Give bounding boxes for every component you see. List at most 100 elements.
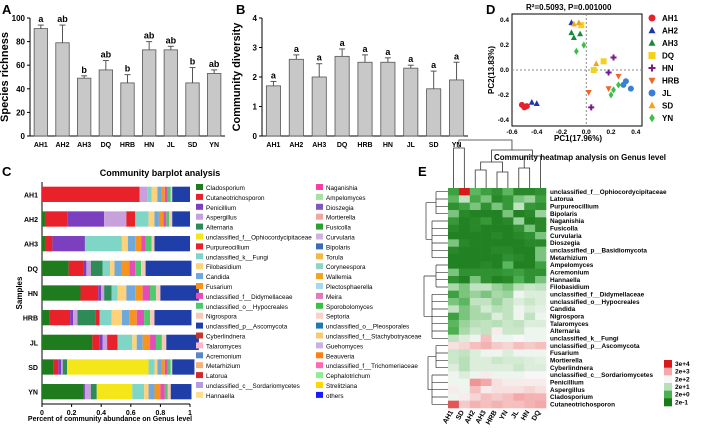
heatmap-cell [448,239,460,247]
heatmap-cell [458,232,471,240]
legend-label: unclassified_f__Trichomeriaceae [326,363,418,370]
x-tick-label: 0.4 [96,410,106,417]
panel-d-xlabel: PC1(17.96%) [554,134,602,143]
stack-segment [42,384,84,400]
x-tick-label: -0.6 [506,129,518,136]
legend-label: Sporobolomyces [326,304,373,311]
stack-segment [142,334,151,350]
legend-label: unclassified_p__Ascomycota [206,324,288,331]
heatmap-cell [480,349,492,357]
heatmap-cell [535,232,547,240]
scatter-point [533,100,540,106]
legend-label: Metarhizium [206,363,240,370]
heatmap-cell [535,320,547,328]
stack-segment [142,285,151,301]
heatmap-cell [469,305,481,313]
x-tick-label: HRB [120,142,135,149]
legend-marker [648,64,656,72]
bar [449,79,465,137]
stack-segment [141,260,146,276]
legend-label: Naganishia [326,185,358,192]
stack-segment [42,359,54,375]
x-tick-label: JL [167,142,176,149]
heatmap-cell [502,342,514,350]
legend-label: Strelitziana [326,383,358,390]
heatmap-cell [491,298,503,306]
legend-label: Alternaria [206,225,233,232]
heatmap-cell [535,195,547,203]
sample-label: YN [28,390,38,397]
heatmap-cell [480,290,492,299]
scatter-point [600,58,607,65]
heatmap-cell [469,364,481,372]
stack-segment [92,334,100,350]
heatmap-cell [502,393,514,401]
scatter-point [593,60,600,67]
bar [142,49,157,137]
heatmap-cell [458,254,471,262]
legend-swatch [196,184,203,190]
heatmap-cell [513,268,525,277]
legend-label: Candida [206,274,230,281]
heatmap-cell [502,386,514,394]
heatmap-cell [480,400,492,409]
panel-d-pcoa-scatter: R²=0.5093, P=0.001000 PC1(17.96%) PC2(13… [487,3,680,143]
legend-label: AH1 [662,14,679,23]
heatmap-cell [448,268,460,277]
stack-segment [83,384,85,400]
column-label: YN [499,410,510,422]
stack-segment [151,186,158,202]
sample-label: AH2 [24,217,38,224]
row-dendrogram [423,191,448,405]
panel-label-d: D [486,2,495,17]
panel-a-bar-chart: Species richness 0 20 40 60 80 100 a AH1 ab AH2 b A… [0,14,225,149]
heatmap-cell [448,210,460,218]
heatmap-cell [491,320,503,328]
x-tick-label: 0.2 [67,410,77,417]
stack-segment [144,310,151,326]
heatmap-cell [524,320,536,328]
scatter-point [588,104,595,111]
sample-label: JL [30,340,39,347]
heatmap-cell [513,298,525,306]
heatmap-cell [524,290,536,299]
scatter-point [605,69,612,76]
legend-swatch [196,193,203,200]
x-tick-label: 0 [40,410,44,417]
legend-label: AH2 [662,27,679,36]
heatmap-cell [524,349,536,357]
stack-segment [144,384,149,400]
legend-label: Latorua [206,373,228,380]
legend-swatch [316,352,323,359]
column-label: HRB [485,410,499,427]
stack-segment [150,334,156,350]
heatmap-cell [535,349,547,357]
heatmap-cell [524,400,536,409]
legend-swatch [196,292,203,299]
scatter-point [581,41,587,49]
heatmap-cell [491,356,503,365]
column-label: SD [455,410,466,422]
legend-label: unclassified_f__Didymellaceae [206,294,293,301]
bar [33,28,48,137]
row-label: Naganishia [550,218,585,225]
heatmap-cell [480,356,492,365]
heatmap-cell [502,290,514,299]
stack-segment [135,285,143,301]
heatmap-cell [535,210,547,218]
row-label: unclassified_f__Didymellaceae [550,292,645,299]
heatmap-cell [469,246,481,255]
legend-label: Coryneespora [326,264,366,271]
bar [357,61,373,137]
heatmap-cell [480,371,492,379]
stack-segment [141,236,146,252]
legend-swatch [196,253,203,260]
stack-segment [172,211,190,227]
heatmap-cell [502,378,514,387]
heatmap-cell [502,283,514,291]
legend-swatch [316,372,323,379]
heatmap-cell [513,371,525,379]
heatmap-cell [524,254,536,262]
significance-letter: ab [101,49,112,59]
x-tick-label: 0.8 [156,410,166,417]
